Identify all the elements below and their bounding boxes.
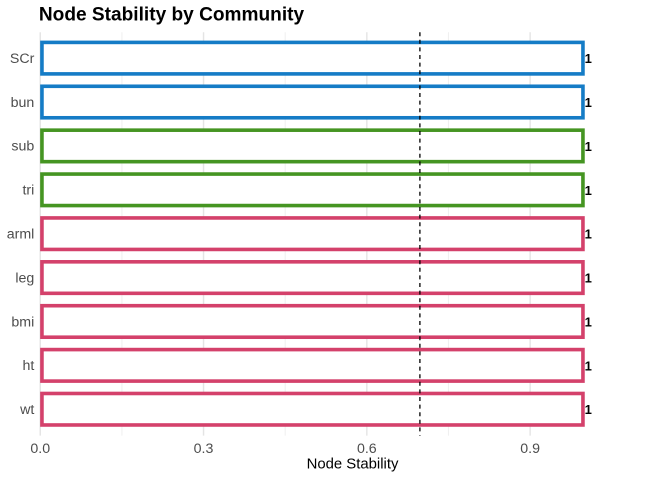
svg-text:arml: arml xyxy=(7,226,35,242)
svg-text:SCr: SCr xyxy=(10,51,35,67)
svg-text:0.9: 0.9 xyxy=(520,441,540,457)
svg-text:sub: sub xyxy=(11,139,34,155)
svg-text:0.0: 0.0 xyxy=(30,441,50,457)
svg-text:1: 1 xyxy=(585,314,592,329)
svg-text:tri: tri xyxy=(22,183,34,199)
svg-text:wt: wt xyxy=(19,402,34,418)
svg-text:1: 1 xyxy=(585,139,592,154)
svg-text:1: 1 xyxy=(585,402,592,417)
svg-text:1: 1 xyxy=(585,227,592,242)
svg-text:bmi: bmi xyxy=(11,314,34,330)
svg-text:leg: leg xyxy=(15,270,34,286)
svg-text:1: 1 xyxy=(585,51,592,66)
svg-text:0.6: 0.6 xyxy=(357,441,377,457)
svg-text:bun: bun xyxy=(11,95,35,111)
svg-text:0.3: 0.3 xyxy=(194,441,214,457)
svg-text:1: 1 xyxy=(585,95,592,110)
svg-text:1: 1 xyxy=(585,358,592,373)
svg-text:Node Stability by Community: Node Stability by Community xyxy=(39,5,305,26)
svg-text:Node Stability: Node Stability xyxy=(307,457,399,473)
svg-text:1: 1 xyxy=(585,271,592,286)
svg-text:ht: ht xyxy=(22,358,34,374)
svg-text:1: 1 xyxy=(585,183,592,198)
